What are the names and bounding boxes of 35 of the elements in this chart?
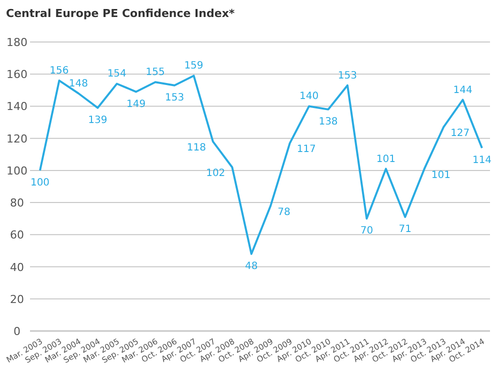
- data-label: 139: [88, 114, 108, 126]
- data-label: 153: [164, 92, 184, 104]
- data-label: 71: [398, 224, 412, 236]
- data-label: 156: [50, 66, 69, 77]
- y-tick-label: 100: [6, 164, 28, 178]
- y-tick-label: 160: [6, 68, 28, 82]
- data-label: 101: [376, 154, 396, 165]
- data-label: 154: [107, 68, 126, 80]
- y-tick-label: 140: [6, 100, 28, 114]
- y-tick-label: 20: [10, 292, 24, 306]
- data-label: 117: [296, 144, 316, 156]
- y-tick-label: 40: [10, 260, 24, 274]
- data-label: 70: [360, 226, 374, 237]
- data-label: 118: [186, 142, 206, 154]
- data-label: 140: [299, 91, 319, 102]
- data-label: 114: [472, 154, 492, 166]
- data-label: 48: [245, 260, 258, 272]
- data-label: 149: [126, 98, 146, 110]
- data-label: 148: [68, 78, 88, 90]
- data-label: 100: [30, 177, 50, 188]
- data-label: 155: [146, 67, 165, 78]
- data-label: 153: [338, 70, 358, 82]
- data-label: 127: [450, 128, 470, 140]
- y-tick-label: 60: [10, 228, 24, 242]
- y-tick-label: 0: [14, 325, 20, 338]
- data-label: 159: [184, 60, 204, 72]
- y-tick-label: 120: [6, 132, 28, 146]
- data-label: 102: [206, 168, 226, 180]
- data-label: 78: [278, 206, 290, 218]
- data-label: 138: [318, 116, 338, 128]
- chart-title: Central Europe PE Confidence Index*: [6, 7, 235, 20]
- y-tick-label: 80: [10, 196, 24, 210]
- data-label: 101: [431, 170, 450, 181]
- data-label: 144: [453, 84, 472, 96]
- y-tick-label: 180: [6, 36, 28, 49]
